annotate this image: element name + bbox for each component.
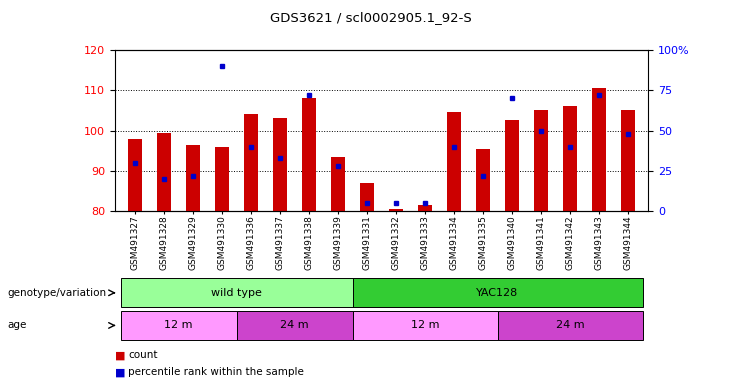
Bar xyxy=(389,209,403,211)
Bar xyxy=(534,111,548,211)
Bar xyxy=(236,311,353,340)
Text: 24 m: 24 m xyxy=(280,320,309,331)
Text: wild type: wild type xyxy=(211,288,262,298)
Bar xyxy=(302,98,316,211)
Bar xyxy=(215,147,230,211)
Text: GDS3621 / scl0002905.1_92-S: GDS3621 / scl0002905.1_92-S xyxy=(270,12,471,25)
Bar xyxy=(476,149,491,211)
Text: YAC128: YAC128 xyxy=(476,288,519,298)
Bar xyxy=(360,183,374,211)
Text: count: count xyxy=(128,350,158,360)
Bar xyxy=(447,113,462,211)
Bar xyxy=(592,88,606,211)
Text: 12 m: 12 m xyxy=(165,320,193,331)
Bar xyxy=(121,278,353,308)
Bar xyxy=(331,157,345,211)
Text: percentile rank within the sample: percentile rank within the sample xyxy=(128,367,304,377)
Bar xyxy=(121,311,236,340)
Bar xyxy=(128,139,142,211)
Bar xyxy=(353,311,498,340)
Text: ■: ■ xyxy=(115,350,129,360)
Bar xyxy=(273,118,288,211)
Bar xyxy=(563,106,577,211)
Text: 24 m: 24 m xyxy=(556,320,585,331)
Bar xyxy=(498,311,642,340)
Text: ■: ■ xyxy=(115,367,129,377)
Text: genotype/variation: genotype/variation xyxy=(7,288,107,298)
Text: age: age xyxy=(7,320,27,331)
Bar xyxy=(157,132,171,211)
Bar xyxy=(353,278,642,308)
Text: 12 m: 12 m xyxy=(411,320,439,331)
Bar xyxy=(244,114,259,211)
Bar xyxy=(621,111,635,211)
Bar xyxy=(186,145,200,211)
Bar xyxy=(418,205,432,211)
Bar xyxy=(505,121,519,211)
